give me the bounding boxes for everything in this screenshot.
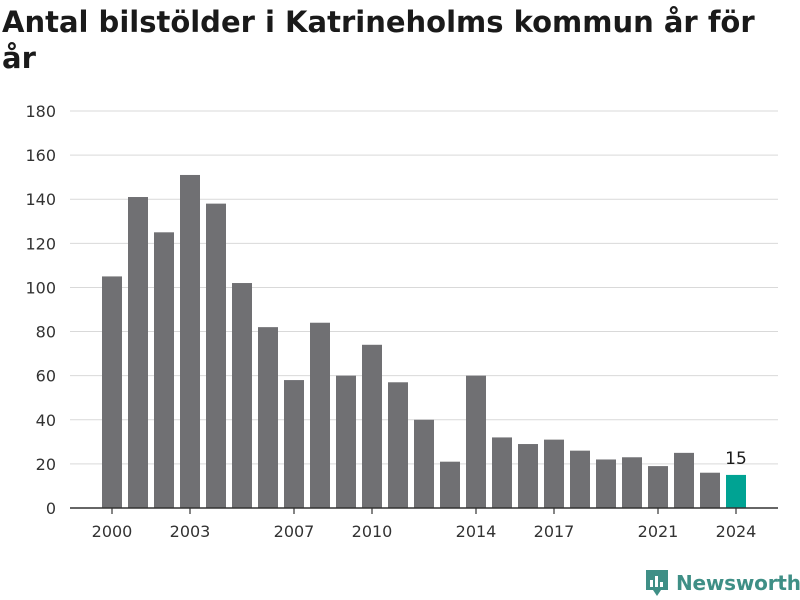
bar-2018	[570, 450, 590, 508]
bar-2021	[648, 466, 668, 508]
bar-2012	[414, 419, 434, 508]
bar-2020	[622, 457, 642, 508]
y-tick-label: 180	[25, 102, 56, 121]
y-tick-label: 80	[36, 323, 56, 342]
y-tick-label: 0	[46, 499, 56, 518]
bar-2006	[258, 327, 278, 508]
x-tick-label: 2024	[716, 522, 757, 541]
data-label-2024: 15	[725, 449, 747, 469]
bar-2022	[674, 452, 694, 508]
x-tick-label: 2014	[456, 522, 497, 541]
y-tick-label: 40	[36, 411, 56, 430]
bar-2019	[596, 459, 616, 508]
gridlines	[70, 110, 778, 465]
data-labels: 15	[725, 449, 747, 469]
bar-2013	[440, 461, 460, 508]
brand-name: Newsworthy	[676, 571, 800, 595]
bar-2005	[232, 283, 252, 508]
y-tick-label: 160	[25, 146, 56, 165]
y-tick-label: 100	[25, 278, 56, 297]
bar-2010	[362, 344, 382, 508]
y-tick-label: 120	[25, 234, 56, 253]
x-tick-label: 2010	[352, 522, 393, 541]
bars	[102, 174, 746, 509]
x-tick-label: 2021	[638, 522, 679, 541]
y-tick-label: 140	[25, 190, 56, 209]
bar-2017	[544, 439, 564, 508]
bar-2001	[128, 197, 148, 508]
y-axis-ticks: 0 20 40 60 80 100 120 140 160 180	[25, 102, 56, 518]
bar-2023	[700, 472, 720, 508]
bar-2002	[154, 232, 174, 509]
y-tick-label: 60	[36, 367, 56, 386]
bar-2000	[102, 276, 122, 508]
x-tick-label: 2007	[274, 522, 315, 541]
bar-2014	[466, 375, 486, 508]
bar-2004	[206, 203, 226, 508]
x-axis-ticks: 2000 2003 2007 2010 2014 2017 2021 2024	[92, 508, 757, 541]
bar-2009	[336, 375, 356, 508]
bar-2015	[492, 437, 512, 508]
chart-title: Antal bilstölder i Katrineholms kommun å…	[2, 5, 755, 75]
bar-2003	[180, 174, 200, 508]
x-tick-label: 2000	[92, 522, 133, 541]
x-tick-label: 2003	[170, 522, 211, 541]
x-tick-label: 2017	[534, 522, 575, 541]
y-tick-label: 20	[36, 455, 56, 474]
bar-2008	[310, 322, 330, 508]
bar-2011	[388, 382, 408, 508]
bar-chart-tag-icon	[646, 570, 668, 596]
bar-2007	[284, 380, 304, 508]
bar-2024	[726, 474, 746, 508]
bar-2016	[518, 444, 538, 508]
brand-logo: Newsworthy	[644, 568, 800, 598]
